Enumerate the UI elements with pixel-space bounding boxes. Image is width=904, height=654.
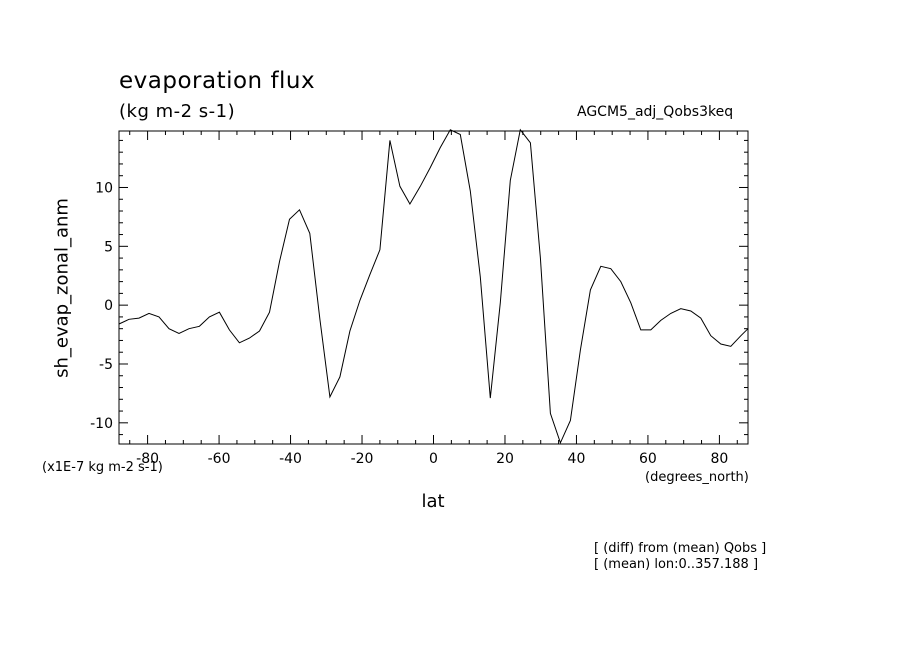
x-tick-label: 0 [429, 451, 438, 467]
note-diff: [ (diff) from (mean) Qobs ] [594, 541, 767, 556]
note-mean: [ (mean) lon:0..357.188 ] [594, 557, 759, 572]
y-axis-label: sh_evap_zonal_anm [51, 198, 73, 378]
x-tick-label: 20 [496, 451, 514, 467]
plot-frame [118, 130, 749, 445]
x-tick-label: -20 [351, 451, 374, 467]
series-line [118, 128, 749, 445]
x-axis-units: (degrees_north) [645, 470, 749, 485]
chart-title: evaporation flux [119, 68, 316, 94]
chart-subtitle: (kg m-2 s-1) [119, 101, 236, 122]
y-tick-label: -5 [99, 357, 113, 373]
y-tick-label: -10 [90, 416, 113, 432]
x-tick-label: 40 [568, 451, 586, 467]
x-tick-label: -80 [136, 451, 159, 467]
x-tick-label: 80 [710, 451, 728, 467]
x-tick-label: -40 [279, 451, 302, 467]
x-tick-label: -60 [208, 451, 231, 467]
y-tick-label: 5 [104, 239, 113, 255]
y-tick-label: 0 [104, 298, 113, 314]
x-axis-label: lat [421, 491, 445, 512]
model-label: AGCM5_adj_Qobs3keq [577, 104, 734, 120]
x-tick-label: 60 [639, 451, 657, 467]
y-scale-note: (x1E-7 kg m-2 s-1) [42, 460, 163, 475]
y-tick-label: 10 [95, 180, 113, 196]
